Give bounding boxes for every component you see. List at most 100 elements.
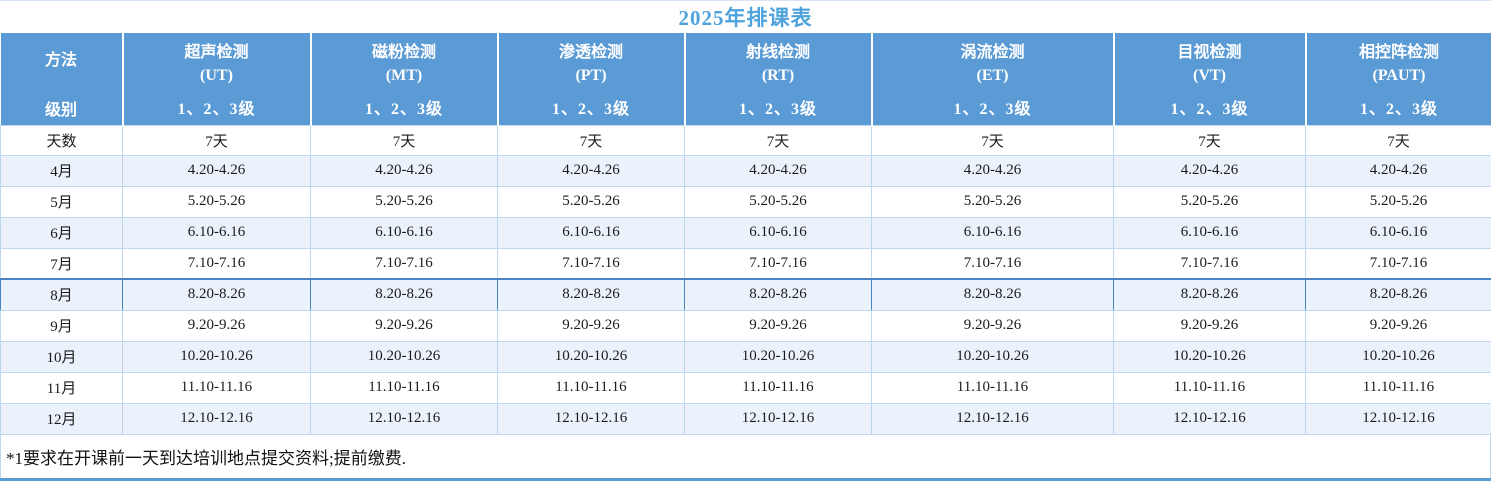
column-code: (PAUT) <box>1372 66 1426 84</box>
date-cell: 11.10-11.16 <box>122 371 311 404</box>
date-cell: 12.10-12.16 <box>1113 402 1306 435</box>
date-cell: 4.20-4.26 <box>871 154 1114 187</box>
date-cell: 7.10-7.16 <box>1305 247 1491 280</box>
page-title: 2025年排课表 <box>678 6 813 30</box>
method-label: 方法 <box>44 52 77 70</box>
date-cell: 12.10-12.16 <box>497 402 685 435</box>
days-cell: 7天 <box>497 124 685 156</box>
date-cell: 6.10-6.16 <box>497 216 685 249</box>
date-cell: 12.10-12.16 <box>310 402 498 435</box>
date-cell: 9.20-9.26 <box>310 309 498 342</box>
column-levels: 1、2、3级 <box>364 100 443 118</box>
days-row: 天数 7天 7天 7天 7天 7天 7天 7天 <box>0 124 1491 156</box>
date-cell: 10.20-10.26 <box>122 340 311 373</box>
column-code: (VT) <box>1193 66 1226 84</box>
days-cell: 7天 <box>122 124 311 156</box>
date-cell: 11.10-11.16 <box>1113 371 1306 404</box>
date-cell: 8.20-8.26 <box>871 278 1114 311</box>
month-row-october: 10月 10.20-10.26 10.20-10.26 10.20-10.26 … <box>0 340 1491 373</box>
column-name: 涡流检测 <box>960 43 1025 61</box>
column-header-mt: 磁粉检测 (MT) 1、2、3级 <box>310 33 499 125</box>
date-cell: 10.20-10.26 <box>497 340 685 373</box>
month-label: 8月 <box>0 278 123 311</box>
date-cell: 7.10-7.16 <box>310 247 498 280</box>
column-code: (ET) <box>976 66 1009 84</box>
date-cell: 9.20-9.26 <box>684 309 872 342</box>
column-levels: 1、2、3级 <box>1359 100 1438 118</box>
month-row-december: 12月 12.10-12.16 12.10-12.16 12.10-12.16 … <box>0 402 1491 435</box>
date-cell: 11.10-11.16 <box>497 371 685 404</box>
date-cell: 4.20-4.26 <box>1305 154 1491 187</box>
column-levels: 1、2、3级 <box>177 100 256 118</box>
column-name: 目视检测 <box>1177 43 1242 61</box>
date-cell: 6.10-6.16 <box>310 216 498 249</box>
days-cell: 7天 <box>1305 124 1491 156</box>
date-cell: 11.10-11.16 <box>871 371 1114 404</box>
date-cell: 6.10-6.16 <box>871 216 1114 249</box>
month-row-september: 9月 9.20-9.26 9.20-9.26 9.20-9.26 9.20-9.… <box>0 309 1491 342</box>
month-label: 6月 <box>0 216 123 249</box>
schedule-table: 方法 级别 超声检测 (UT) 1、2、3级 磁粉检测 (MT) 1、2、3级 <box>0 33 1491 435</box>
date-cell: 7.10-7.16 <box>1113 247 1306 280</box>
column-header-ut: 超声检测 (UT) 1、2、3级 <box>122 33 312 125</box>
date-cell: 9.20-9.26 <box>497 309 685 342</box>
date-cell: 7.10-7.16 <box>122 247 311 280</box>
column-code: (RT) <box>761 66 795 84</box>
date-cell: 4.20-4.26 <box>122 154 311 187</box>
date-cell: 9.20-9.26 <box>122 309 311 342</box>
column-name: 相控阵检测 <box>1358 43 1439 61</box>
date-cell: 11.10-11.16 <box>1305 371 1491 404</box>
row-label: 天数 <box>0 124 123 156</box>
column-header-et: 涡流检测 (ET) 1、2、3级 <box>871 33 1115 125</box>
date-cell: 12.10-12.16 <box>1305 402 1491 435</box>
column-levels: 1、2、3级 <box>738 100 817 118</box>
date-cell: 12.10-12.16 <box>122 402 311 435</box>
month-row-july: 7月 7.10-7.16 7.10-7.16 7.10-7.16 7.10-7.… <box>0 247 1491 280</box>
column-code: (MT) <box>385 66 423 84</box>
month-label: 4月 <box>0 154 123 187</box>
date-cell: 5.20-5.26 <box>122 185 311 218</box>
date-cell: 7.10-7.16 <box>684 247 872 280</box>
title-row: 2025年排课表 <box>0 1 1491 33</box>
date-cell: 12.10-12.16 <box>684 402 872 435</box>
days-cell: 7天 <box>871 124 1114 156</box>
date-cell: 10.20-10.26 <box>1113 340 1306 373</box>
days-cell: 7天 <box>1113 124 1306 156</box>
column-levels: 1、2、3级 <box>1170 100 1249 118</box>
date-cell: 10.20-10.26 <box>871 340 1114 373</box>
month-label: 9月 <box>0 309 123 342</box>
date-cell: 10.20-10.26 <box>684 340 872 373</box>
date-cell: 5.20-5.26 <box>497 185 685 218</box>
month-row-august: 8月 8.20-8.26 8.20-8.26 8.20-8.26 8.20-8.… <box>0 278 1491 311</box>
days-cell: 7天 <box>684 124 872 156</box>
column-header-rt: 射线检测 (RT) 1、2、3级 <box>684 33 873 125</box>
month-label: 7月 <box>0 247 123 280</box>
date-cell: 11.10-11.16 <box>684 371 872 404</box>
date-cell: 4.20-4.26 <box>1113 154 1306 187</box>
date-cell: 9.20-9.26 <box>1305 309 1491 342</box>
date-cell: 8.20-8.26 <box>497 278 685 311</box>
date-cell: 6.10-6.16 <box>1113 216 1306 249</box>
month-row-april: 4月 4.20-4.26 4.20-4.26 4.20-4.26 4.20-4.… <box>0 154 1491 187</box>
date-cell: 5.20-5.26 <box>684 185 872 218</box>
date-cell: 9.20-9.26 <box>1113 309 1306 342</box>
date-cell: 5.20-5.26 <box>1113 185 1306 218</box>
date-cell: 12.10-12.16 <box>871 402 1114 435</box>
header-row: 方法 级别 超声检测 (UT) 1、2、3级 磁粉检测 (MT) 1、2、3级 <box>0 33 1491 125</box>
date-cell: 6.10-6.16 <box>1305 216 1491 249</box>
month-row-may: 5月 5.20-5.26 5.20-5.26 5.20-5.26 5.20-5.… <box>0 185 1491 218</box>
date-cell: 5.20-5.26 <box>1305 185 1491 218</box>
column-header-pt: 渗透检测 (PT) 1、2、3级 <box>497 33 686 125</box>
date-cell: 7.10-7.16 <box>871 247 1114 280</box>
date-cell: 5.20-5.26 <box>310 185 498 218</box>
date-cell: 8.20-8.26 <box>684 278 872 311</box>
date-cell: 10.20-10.26 <box>310 340 498 373</box>
date-cell: 9.20-9.26 <box>871 309 1114 342</box>
month-label: 10月 <box>0 340 123 373</box>
date-cell: 6.10-6.16 <box>122 216 311 249</box>
date-cell: 8.20-8.26 <box>122 278 311 311</box>
column-name: 超声检测 <box>184 43 249 61</box>
column-code: (UT) <box>200 66 233 84</box>
column-name: 射线检测 <box>745 43 810 61</box>
